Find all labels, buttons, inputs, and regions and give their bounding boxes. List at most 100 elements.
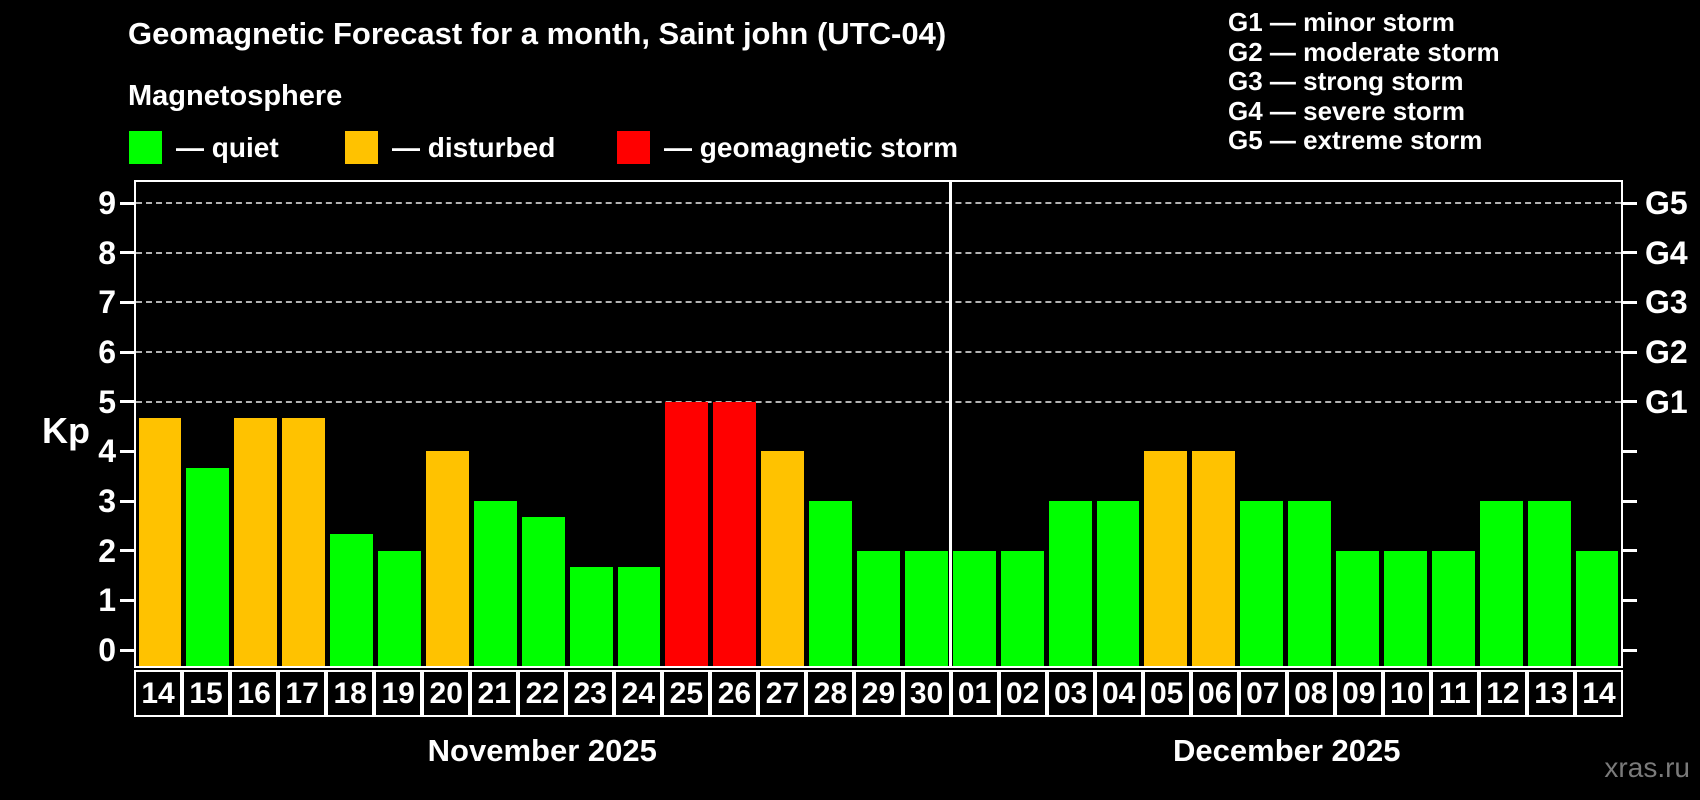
legend-label: — geomagnetic storm — [664, 131, 959, 163]
day-label-cell: 24 — [614, 670, 663, 717]
month-label: November 2025 — [427, 733, 657, 768]
kp-bar — [617, 567, 661, 666]
kp-bar — [1096, 501, 1140, 666]
g-scale-tick-label: G1 — [1645, 383, 1688, 420]
day-label-cell: 06 — [1190, 670, 1239, 717]
day-label-cell: 11 — [1430, 670, 1479, 717]
kp-bar — [569, 567, 613, 666]
kp-bar — [1240, 501, 1284, 666]
kp-bar — [1336, 550, 1379, 666]
plot-area — [134, 180, 1623, 668]
day-label-cell: 16 — [230, 670, 279, 717]
g-legend-line: G2 — moderate storm — [1228, 36, 1500, 67]
y-axis-tick-label: 6 — [98, 334, 116, 371]
day-label-cell: 05 — [1142, 670, 1191, 717]
g-legend-line: G3 — strong storm — [1228, 66, 1464, 96]
kp-bar — [234, 418, 278, 666]
y-axis-tick-label: 9 — [98, 185, 116, 222]
day-label-cell: 01 — [950, 670, 999, 717]
y-axis-tick-label: 5 — [98, 383, 116, 420]
y-axis-tick-right — [1623, 201, 1637, 205]
y-axis-tick-right — [1623, 598, 1637, 602]
g-scale-tick-label: G4 — [1645, 234, 1688, 271]
y-axis-tick-right — [1623, 549, 1637, 553]
y-axis-tick-right — [1623, 251, 1637, 255]
kp-bar — [904, 550, 948, 666]
y-axis-tick-left — [120, 449, 134, 453]
g-scale-tick-label: G3 — [1645, 284, 1688, 321]
kp-bar — [1000, 550, 1044, 666]
day-label-cell: 22 — [518, 670, 567, 717]
day-label-cell: 17 — [278, 670, 327, 717]
kp-bar — [665, 401, 709, 666]
gridline — [136, 301, 1621, 304]
storm-swatch-icon — [617, 131, 650, 164]
y-axis-tick-left — [120, 350, 134, 354]
g-scale-tick-label: G2 — [1645, 334, 1688, 371]
day-label-cell: 18 — [326, 670, 375, 717]
day-label-cell: 19 — [374, 670, 423, 717]
kp-bar — [1575, 550, 1619, 666]
y-axis-title: Kp — [42, 410, 90, 451]
legend-item-disturbed: — disturbed — [345, 131, 555, 164]
y-axis-tick-label: 4 — [98, 433, 116, 470]
y-axis-tick-label: 1 — [98, 582, 116, 619]
day-label-cell: 14 — [134, 670, 183, 717]
kp-bar — [713, 401, 757, 666]
day-label-cell: 08 — [1286, 670, 1335, 717]
kp-bar — [857, 550, 900, 666]
y-axis-tick-label: 7 — [98, 284, 116, 321]
day-label-cell: 14 — [1574, 670, 1623, 717]
day-label-cell: 09 — [1334, 670, 1383, 717]
gridline — [136, 400, 1621, 403]
day-label-cell: 12 — [1478, 670, 1527, 717]
y-axis-tick-label: 2 — [98, 532, 116, 569]
y-axis-tick-left — [120, 499, 134, 503]
day-label-cell: 13 — [1526, 670, 1575, 717]
kp-bar — [521, 517, 565, 666]
y-axis-tick-left — [120, 400, 134, 404]
kp-bar — [330, 534, 373, 666]
kp-bar — [138, 418, 182, 666]
kp-bar — [1383, 550, 1427, 666]
kp-bar — [761, 451, 805, 666]
day-label-cell: 28 — [806, 670, 855, 717]
kp-bar — [378, 550, 421, 666]
y-axis-tick-left — [120, 300, 134, 304]
disturbed-swatch-icon — [345, 131, 378, 164]
legend-item-storm: — geomagnetic storm — [617, 131, 958, 164]
month-separator-line — [948, 182, 952, 666]
day-label-cell: 10 — [1382, 670, 1431, 717]
kp-bar — [1479, 501, 1523, 666]
gridline — [136, 251, 1621, 254]
y-axis-tick-left — [120, 201, 134, 205]
day-label-cell: 30 — [902, 670, 951, 717]
chart-subtitle: Magnetosphere — [128, 80, 343, 112]
g-scale-legend: G1 — minor storm G2 — moderate storm G3 … — [1228, 7, 1500, 156]
y-axis-tick-label: 0 — [98, 632, 116, 668]
kp-bar — [1144, 451, 1188, 666]
watermark: xras.ru — [1604, 752, 1690, 783]
day-label-cell: 07 — [1238, 670, 1287, 717]
kp-bar — [282, 418, 326, 666]
y-axis-tick-right — [1623, 648, 1637, 652]
kp-bar — [1527, 501, 1571, 666]
kp-bar — [425, 451, 469, 666]
y-axis-tick-label: 8 — [98, 234, 116, 271]
kp-bar — [1431, 550, 1475, 666]
y-axis-tick-right — [1623, 300, 1637, 304]
quiet-swatch-icon — [129, 131, 162, 164]
day-label-cell: 21 — [470, 670, 519, 717]
kp-bar — [1192, 451, 1236, 666]
kp-bar — [473, 501, 517, 666]
day-label-cell: 02 — [998, 670, 1047, 717]
gridline — [136, 351, 1621, 354]
y-axis-tick-right — [1623, 400, 1637, 404]
y-axis-tick-left — [120, 549, 134, 553]
kp-bar — [809, 501, 853, 666]
y-axis-tick-left — [120, 251, 134, 255]
g-legend-line: G4 — severe storm — [1228, 95, 1466, 126]
legend-label: — quiet — [176, 131, 279, 163]
day-label-cell: 27 — [758, 670, 807, 717]
